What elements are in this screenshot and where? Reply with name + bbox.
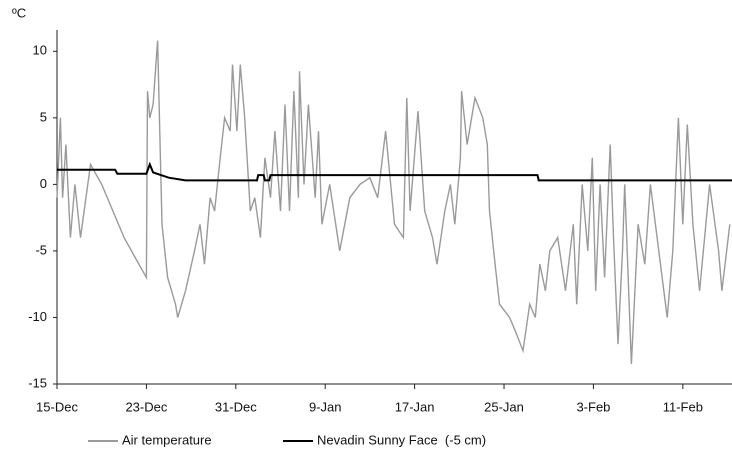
x-tick-label: 9-Jan (309, 399, 342, 414)
legend-label: Air temperature (122, 432, 212, 447)
y-tick-label: -10 (28, 309, 47, 324)
x-tick-label: 3-Feb (576, 399, 610, 414)
y-unit: ºC (12, 5, 26, 20)
x-tick-label: 31-Dec (215, 399, 257, 414)
x-tick-label: 25-Jan (484, 399, 524, 414)
x-tick-label: 15-Dec (36, 399, 78, 414)
x-tick-label: 11-Feb (663, 399, 703, 414)
y-tick-label: -5 (35, 242, 47, 257)
y-tick-label: 5 (40, 109, 47, 124)
y-tick-label: -15 (28, 375, 47, 390)
legend-label: Nevadin Sunny Face (-5 cm) (317, 432, 486, 447)
x-tick-label: 17-Jan (395, 399, 435, 414)
y-tick-label: 0 (40, 176, 47, 191)
y-tick-label: 10 (33, 43, 47, 58)
series-line (57, 161, 732, 182)
x-tick-label: 23-Dec (125, 399, 167, 414)
series-line (56, 40, 731, 365)
